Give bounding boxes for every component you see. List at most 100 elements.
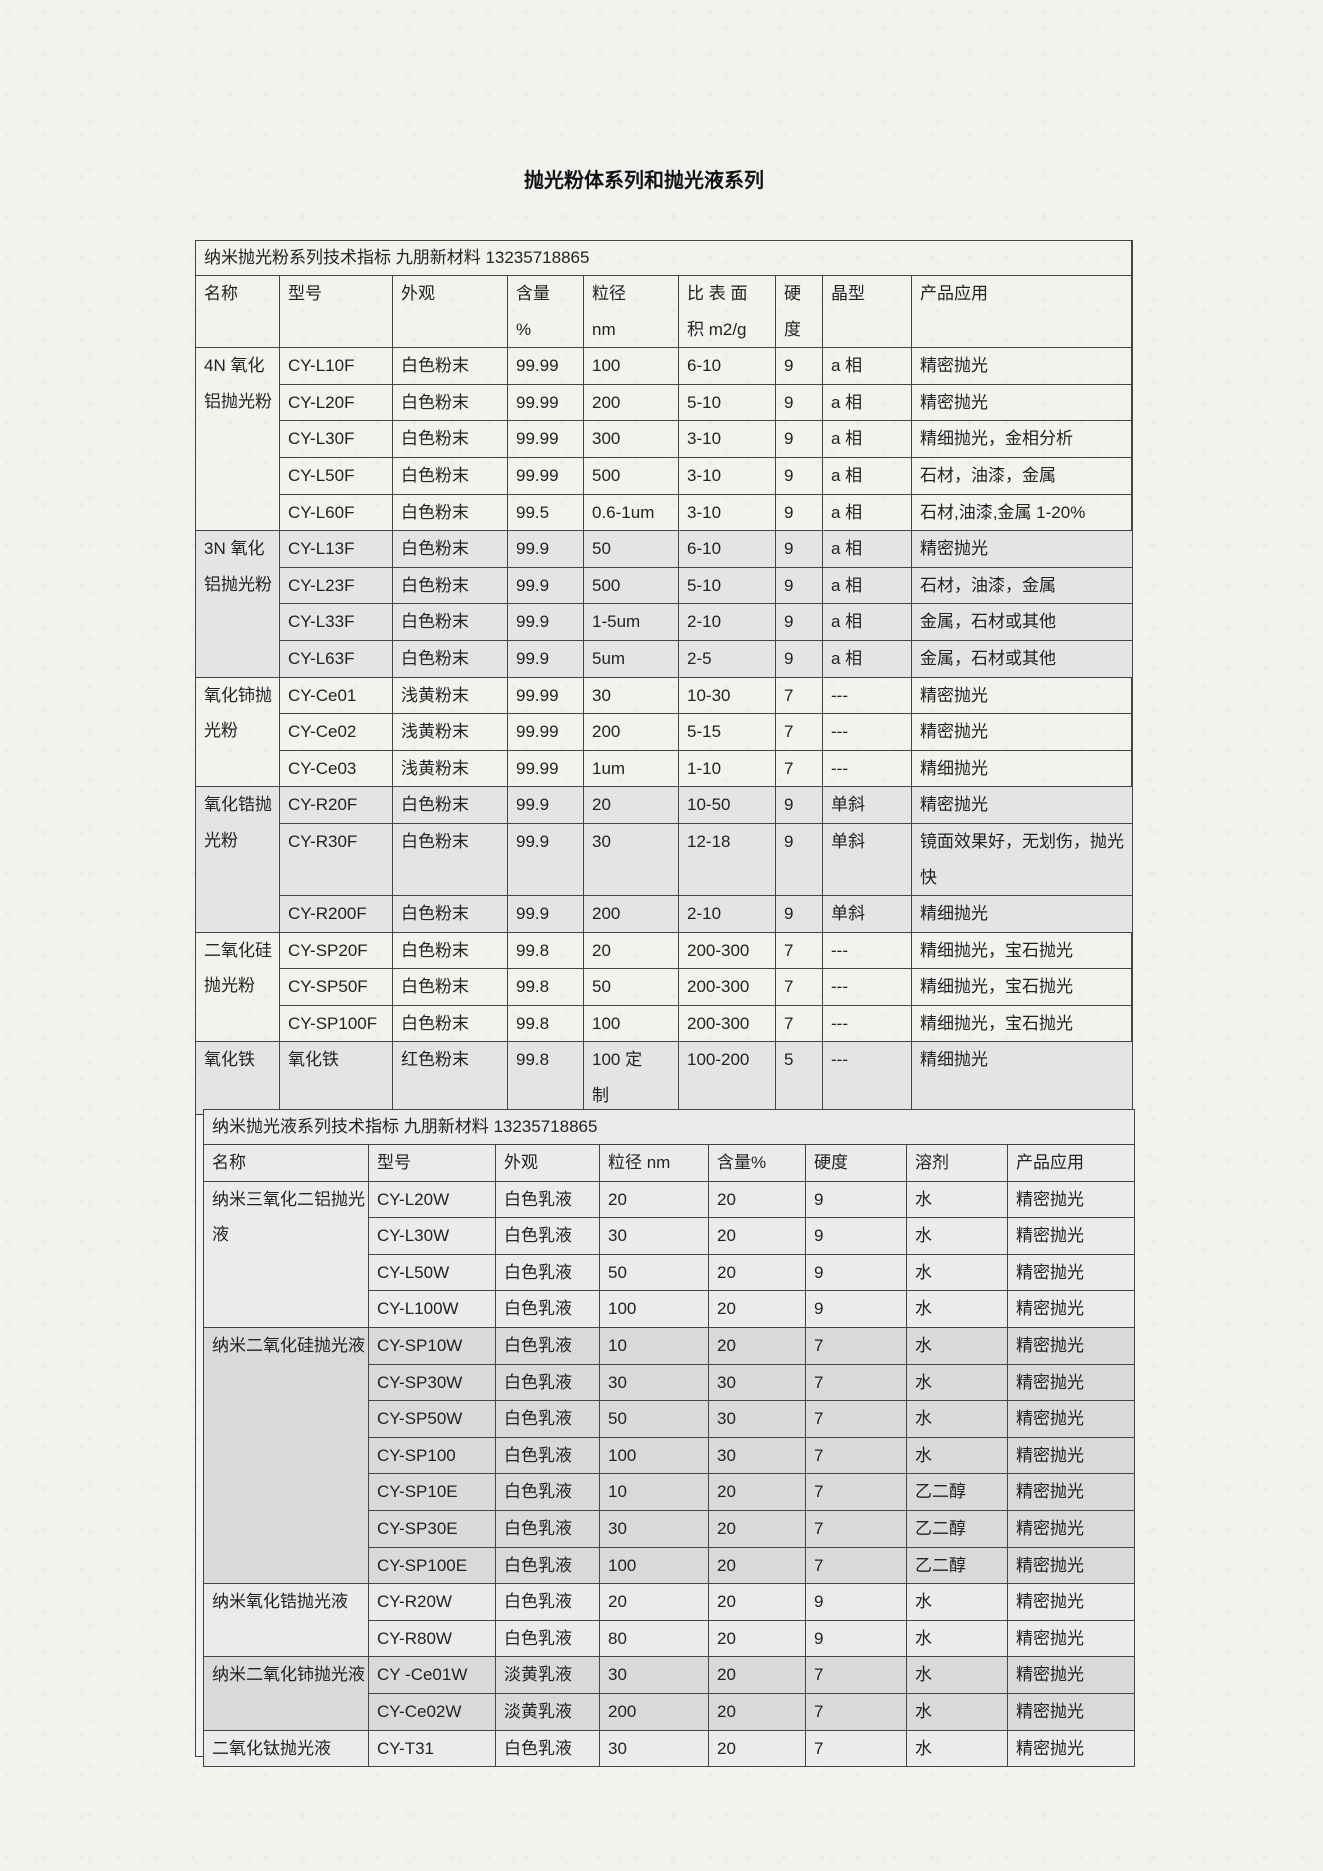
column-header: 产品应用 <box>1006 1144 1136 1182</box>
table-cell: CY-L20F <box>279 383 393 422</box>
table-cell: 99.99 <box>507 383 584 422</box>
column-header: 粒径 nm <box>583 274 679 349</box>
table-cell: 99.99 <box>507 420 584 458</box>
column-header: 外观 <box>495 1144 600 1182</box>
table-cell: CY-SP100F <box>279 1004 393 1043</box>
table-cell: 白色粉末 <box>392 603 508 641</box>
table-cell: 白色粉末 <box>392 530 508 568</box>
table-cell: CY-SP10W <box>368 1326 496 1365</box>
table-cell: 9 <box>805 1180 907 1219</box>
table-cell: CY-Ce02 <box>279 713 393 751</box>
table-cell: 精密抛光 <box>911 713 1133 751</box>
table-cell: 白色乳液 <box>495 1253 600 1292</box>
table-cell: 100 <box>583 1004 679 1043</box>
column-header: 硬 度 <box>775 274 823 349</box>
table-cell: --- <box>822 676 912 715</box>
table-cell: --- <box>822 1004 912 1043</box>
table-cell: 石材,油漆,金属 1-20% <box>911 493 1133 532</box>
table-cell: 精密抛光 <box>1006 1363 1136 1402</box>
column-header: 含量 % <box>507 274 584 349</box>
table-cell: 白色乳液 <box>495 1583 600 1621</box>
table-row: CY-Ce02 浅黄粉末 99.99 200 5-15 7 --- 精密抛光 <box>196 713 1133 751</box>
table-cell: CY-L20W <box>368 1180 496 1219</box>
table-row: 纳米二氧化铈抛光液 CY -Ce01W 淡黄乳液 30 20 7 水精密抛光 <box>203 1656 1136 1731</box>
table-cell: 白色粉末 <box>392 493 508 532</box>
table-cell: 7 <box>775 676 823 715</box>
table-cell: 精密抛光 <box>1006 1436 1136 1475</box>
table-row: CY-Ce03 浅黄粉末 99.99 1um 1-10 7 --- 精细抛光 <box>196 749 1133 788</box>
table-row: 氧化锆抛光粉 CY-R20F 白色粉末 99.9 20 10-50 9 单斜 精密抛光 <box>195 786 1133 933</box>
table-row: CY-L23F 白色粉末 99.9 500 5-10 9 a 相石材，油漆，金属 <box>196 566 1133 605</box>
table-cell: 20 <box>708 1326 806 1365</box>
table-cell: 白色粉末 <box>392 639 508 678</box>
table-cell: 10-30 <box>678 676 776 715</box>
table-cell: 20 <box>708 1473 806 1511</box>
table-cell: 5-10 <box>678 383 776 422</box>
table-cell: 99.9 <box>507 566 584 605</box>
table-cell: 20 <box>708 1217 806 1255</box>
table-cell: 99.99 <box>507 676 584 715</box>
table-row: CY-SP100E 白色乳液 100 20 7 乙二醇 精密抛光 <box>204 1546 1136 1585</box>
table-cell: 白色粉末 <box>392 968 508 1006</box>
table-cell: 20 <box>583 786 679 824</box>
table-cell: CY-SP20F <box>279 931 393 970</box>
table-cell: CY-R20F <box>279 786 393 824</box>
table-cell: 9 <box>775 456 823 495</box>
table-cell: a 相 <box>822 530 912 568</box>
column-header: 名称 <box>203 1144 369 1182</box>
table-cell: 乙二醇 <box>906 1473 1008 1511</box>
table-cell: 20 <box>708 1692 806 1731</box>
table-cell: 白色乳液 <box>495 1217 600 1255</box>
column-header: 型号 <box>368 1144 496 1182</box>
table-cell: 9 <box>775 383 823 422</box>
table-cell: 5-10 <box>678 566 776 605</box>
table-cell: 白色乳液 <box>495 1546 600 1585</box>
table-cell: 20 <box>708 1180 806 1219</box>
table-cell: CY -Ce01W <box>368 1656 496 1694</box>
table-cell: 精细抛光，宝石抛光 <box>911 968 1133 1006</box>
table-cell: 99.9 <box>507 603 584 641</box>
table-row: CY-L100W 白色乳液 100 20 9 水精密抛光 <box>204 1290 1136 1328</box>
table-row: CY-R30F 白色粉末 99.9 30 12-18 9 单斜 镜面效果好，无划伤，抛光快 <box>196 822 1133 897</box>
table-cell: 白色乳液 <box>495 1363 600 1402</box>
table-row: CY-L30W 白色乳液 30 20 9 水精密抛光 <box>204 1217 1136 1255</box>
table-cell: 淡黄乳液 <box>495 1692 600 1731</box>
table-cell: 20 <box>583 931 679 970</box>
table-row: CY-SP30E 白色乳液 30 20 7 乙二醇 精密抛光 <box>204 1509 1136 1548</box>
table-cell: CY-L63F <box>279 639 393 678</box>
table-cell: 80 <box>599 1619 709 1658</box>
table-cell: 白色粉末 <box>392 420 508 458</box>
table-row: 纳米三氧化二铝抛光液 CY-L20W 白色乳液 20 20 9 水精密抛光 <box>203 1180 1136 1328</box>
table-cell: 20 <box>708 1253 806 1292</box>
table-cell: 精密抛光 <box>1006 1656 1136 1694</box>
table-cell: 10 <box>599 1473 709 1511</box>
table-cell: 白色粉末 <box>392 566 508 605</box>
table-cell: 精密抛光 <box>1006 1583 1136 1621</box>
table-cell: 7 <box>805 1692 907 1731</box>
table-cell: 30 <box>599 1509 709 1548</box>
table-cell: 金属，石材或其他 <box>911 639 1133 678</box>
group-name-cell: 氧化铁 <box>195 1041 280 1115</box>
table-cell: 精密抛光 <box>1006 1180 1136 1219</box>
table-cell: 精密抛光 <box>1006 1290 1136 1328</box>
table-cell: CY-SP100E <box>368 1546 496 1585</box>
table-cell: 50 <box>583 968 679 1006</box>
table-cell: 7 <box>805 1473 907 1511</box>
table-cell: 精细抛光 <box>911 749 1133 788</box>
table-cell: 100 <box>599 1290 709 1328</box>
table-cell: 水 <box>906 1436 1008 1475</box>
table-cell: 7 <box>805 1656 907 1694</box>
table-cell: 20 <box>599 1180 709 1219</box>
table-cell: 200 <box>599 1692 709 1731</box>
table-cell: 20 <box>708 1619 806 1658</box>
table-cell: 50 <box>599 1253 709 1292</box>
table-cell: CY-L10F <box>279 347 393 385</box>
table-cell: CY-Ce02W <box>368 1692 496 1731</box>
table-cell: 3-10 <box>678 456 776 495</box>
table-cell: 30 <box>599 1363 709 1402</box>
table-cell: CY-Ce03 <box>279 749 393 788</box>
table-cell: a 相 <box>822 566 912 605</box>
table-cell: 9 <box>775 566 823 605</box>
table-cell: --- <box>822 749 912 788</box>
group-name-cell: 3N 氧化铝抛光粉 <box>195 530 280 678</box>
